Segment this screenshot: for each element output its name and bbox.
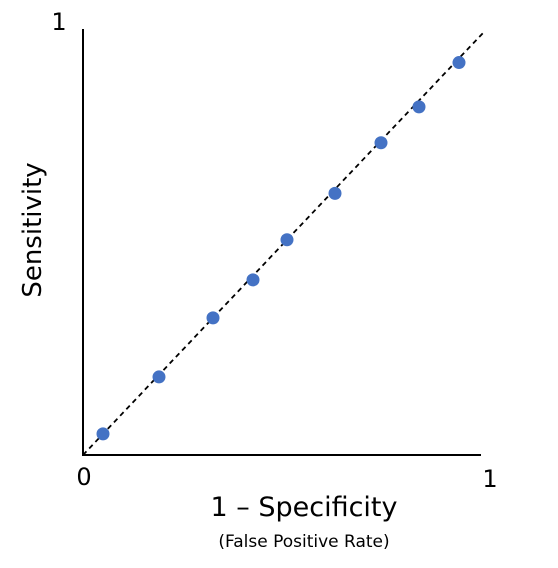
data-point-3 xyxy=(206,311,220,325)
data-point-2 xyxy=(152,370,166,384)
x-axis-sublabel: (False Positive Rate) xyxy=(218,532,389,552)
data-point-9 xyxy=(452,56,466,70)
x-tick-label-1: 1 xyxy=(482,465,497,493)
data-points xyxy=(96,56,466,441)
data-point-4 xyxy=(246,273,260,287)
x-tick-label-0: 0 xyxy=(76,463,91,491)
y-axis-label: Sensitivity xyxy=(18,162,48,297)
data-point-1 xyxy=(96,427,110,441)
data-point-5 xyxy=(280,233,294,247)
data-point-6 xyxy=(328,186,342,200)
x-axis-label: 1 – Specificity xyxy=(211,492,398,523)
data-point-8 xyxy=(412,100,426,114)
data-point-7 xyxy=(374,136,388,150)
y-tick-label-1: 1 xyxy=(51,8,66,36)
